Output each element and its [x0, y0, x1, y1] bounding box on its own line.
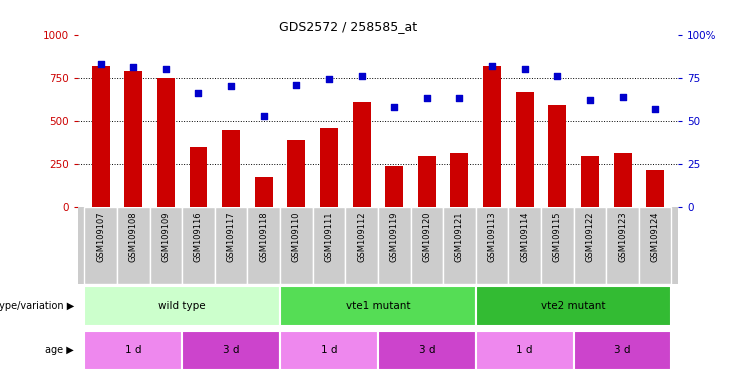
Text: GSM109109: GSM109109 — [162, 211, 170, 262]
Bar — [443, 207, 476, 284]
Bar — [280, 286, 476, 326]
Bar — [182, 331, 280, 370]
Point — [225, 83, 237, 89]
Bar — [280, 207, 313, 284]
Bar — [190, 147, 207, 207]
Bar — [222, 130, 240, 207]
Text: 3 d: 3 d — [223, 345, 239, 356]
Bar — [451, 153, 468, 207]
Point — [193, 90, 205, 96]
Text: GSM109114: GSM109114 — [520, 211, 529, 262]
Text: 1 d: 1 d — [125, 345, 142, 356]
Point — [617, 94, 628, 100]
Point — [356, 73, 368, 79]
Text: genotype/variation ▶: genotype/variation ▶ — [0, 301, 74, 311]
Bar — [476, 286, 671, 326]
Bar — [84, 331, 182, 370]
Bar — [541, 207, 574, 284]
Bar — [182, 207, 215, 284]
Text: GSM109121: GSM109121 — [455, 211, 464, 262]
Bar — [320, 128, 338, 207]
Point — [95, 61, 107, 67]
Bar — [92, 66, 110, 207]
Bar — [548, 106, 566, 207]
Text: GSM109107: GSM109107 — [96, 211, 105, 262]
Bar — [574, 207, 606, 284]
Bar — [150, 207, 182, 284]
Bar — [117, 207, 150, 284]
Text: GSM109122: GSM109122 — [585, 211, 594, 262]
Bar — [516, 92, 534, 207]
Bar — [385, 166, 403, 207]
Text: GSM109113: GSM109113 — [488, 211, 496, 262]
Text: GSM109118: GSM109118 — [259, 211, 268, 262]
Bar — [574, 331, 671, 370]
Bar — [157, 78, 175, 207]
Text: 3 d: 3 d — [419, 345, 435, 356]
Point — [584, 97, 596, 103]
Bar — [247, 207, 280, 284]
Text: vte2 mutant: vte2 mutant — [542, 301, 606, 311]
Bar — [508, 207, 541, 284]
Point — [127, 65, 139, 71]
Text: GSM109123: GSM109123 — [618, 211, 627, 262]
Bar — [313, 207, 345, 284]
Bar — [476, 331, 574, 370]
Point — [486, 63, 498, 69]
Bar — [646, 170, 664, 207]
Bar — [353, 102, 370, 207]
Bar — [280, 331, 378, 370]
Point — [519, 66, 531, 72]
Bar — [483, 66, 501, 207]
Text: GSM109117: GSM109117 — [227, 211, 236, 262]
Text: GSM109119: GSM109119 — [390, 211, 399, 262]
Text: 1 d: 1 d — [321, 345, 337, 356]
Text: GSM109124: GSM109124 — [651, 211, 659, 262]
Bar — [124, 71, 142, 207]
Bar — [288, 140, 305, 207]
Text: GSM109110: GSM109110 — [292, 211, 301, 262]
Bar — [639, 207, 671, 284]
Point — [551, 73, 563, 79]
Text: 1 d: 1 d — [516, 345, 533, 356]
Bar — [606, 207, 639, 284]
Point — [160, 66, 172, 72]
Text: vte1 mutant: vte1 mutant — [345, 301, 411, 311]
Text: wild type: wild type — [159, 301, 206, 311]
Bar — [84, 207, 117, 284]
Bar — [345, 207, 378, 284]
Point — [453, 96, 465, 102]
Point — [649, 106, 661, 112]
Bar — [84, 286, 280, 326]
Text: age ▶: age ▶ — [45, 345, 74, 356]
Point — [388, 104, 400, 110]
Bar — [378, 331, 476, 370]
Bar — [378, 207, 411, 284]
Text: GSM109108: GSM109108 — [129, 211, 138, 262]
Point — [258, 113, 270, 119]
Title: GDS2572 / 258585_at: GDS2572 / 258585_at — [279, 20, 417, 33]
Bar — [255, 177, 273, 207]
Text: GSM109115: GSM109115 — [553, 211, 562, 262]
Point — [323, 76, 335, 83]
Text: 3 d: 3 d — [614, 345, 631, 356]
Text: GSM109112: GSM109112 — [357, 211, 366, 262]
Bar — [581, 156, 599, 207]
Bar — [215, 207, 247, 284]
Bar — [418, 156, 436, 207]
Text: GSM109111: GSM109111 — [325, 211, 333, 262]
Text: GSM109116: GSM109116 — [194, 211, 203, 262]
Point — [290, 82, 302, 88]
Bar — [411, 207, 443, 284]
Bar — [614, 153, 631, 207]
Point — [421, 96, 433, 102]
Bar — [476, 207, 508, 284]
Text: GSM109120: GSM109120 — [422, 211, 431, 262]
